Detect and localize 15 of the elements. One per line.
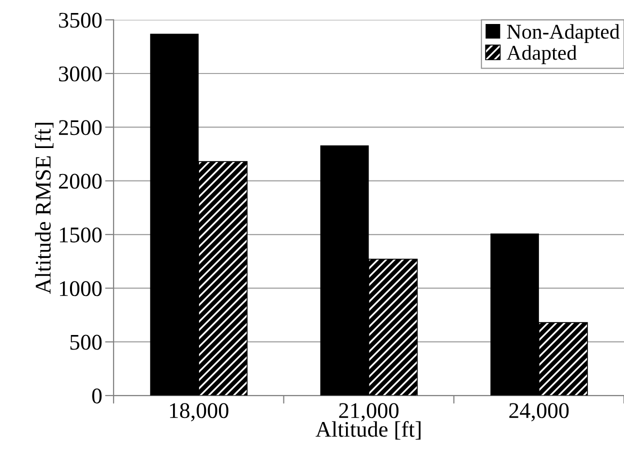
y-tick-label: 2000	[58, 174, 102, 189]
y-axis-title: Altitude RMSE [ft]	[34, 122, 54, 294]
legend-label: Non-Adapted	[507, 24, 620, 44]
y-tick-label: 500	[70, 334, 102, 350]
legend-label: Adapted	[506, 45, 577, 64]
y-tick-label: 2500	[58, 120, 102, 136]
x-tick-label: 24,000	[509, 403, 569, 422]
y-tick-label: 1500	[60, 227, 102, 242]
y-tick-label: 0	[92, 388, 102, 404]
y-tick-label: 1000	[60, 281, 102, 296]
x-tick-label: 21,000	[339, 403, 398, 422]
x-tick-label: 18,000	[170, 403, 228, 422]
y-tick-label: 3000	[59, 66, 102, 82]
y-tick-label: 3500	[59, 12, 102, 28]
x-axis-title: Altitude [ft]	[316, 421, 421, 440]
